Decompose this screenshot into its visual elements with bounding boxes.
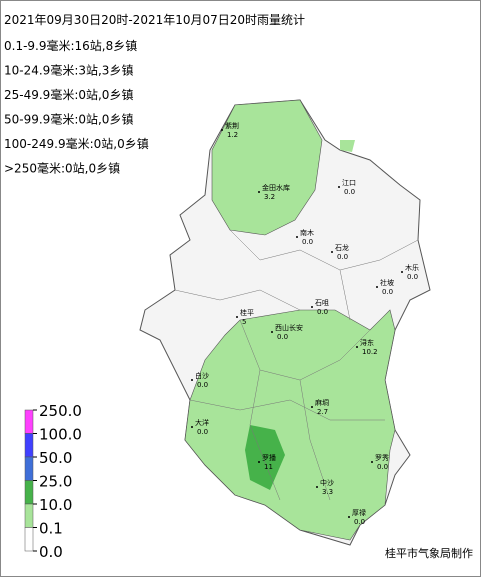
legend-label: 0.0 (39, 543, 63, 561)
station-value: 0.0 (337, 253, 348, 261)
legend-label: 100.0 (39, 426, 82, 444)
rain-area-south (184, 309, 396, 541)
station-value: 0.0 (377, 463, 388, 471)
station-name: 西山长安 (275, 323, 303, 332)
town-borders (174, 229, 419, 501)
station-name: 石龙 (335, 243, 349, 252)
credit: 桂平市气象局制作 (385, 546, 473, 560)
legend-swatch (24, 503, 34, 528)
legend-label: 250.0 (39, 402, 82, 420)
station-value: 0.0 (354, 518, 365, 526)
legend-swatch (24, 527, 34, 552)
legend-label: 0.1 (39, 520, 63, 538)
legend-label: 50.0 (39, 449, 72, 467)
station-name: 南木 (300, 228, 314, 237)
station-name: 中沙 (320, 478, 334, 487)
station-name: 社坡 (380, 278, 394, 287)
station-dot (236, 316, 238, 318)
color-legend: 250.0 100.0 50.0 25.0 10.0 0.1 0.0 (24, 402, 82, 561)
stats: 0.1-9.9毫米:16站,8乡镇 10-24.9毫米:3站,3乡镇 25-49.9… (4, 38, 149, 176)
station-value: 0.0 (344, 188, 355, 196)
station-name: 江口 (342, 179, 356, 187)
station-value: 0.0 (407, 273, 418, 281)
station-name: 罗播 (262, 453, 276, 462)
station-dot (331, 251, 333, 253)
station-dot (191, 379, 193, 381)
station-value: 11 (264, 463, 273, 471)
station-name: 紫荆 (225, 121, 239, 130)
station-value: 3.2 (264, 193, 275, 201)
station-name: 桂平 (240, 308, 254, 317)
station-value: 1.2 (227, 131, 238, 139)
stat-line: 100-249.9毫米:0站,0乡镇 (4, 136, 149, 151)
station-name: 木乐 (405, 263, 419, 272)
legend-swatch (24, 456, 34, 481)
stat-line: 50-99.9毫米:0站,0乡镇 (4, 112, 133, 127)
rain-area-heavy (245, 425, 285, 490)
station-dot (311, 406, 313, 408)
station-dot (356, 346, 358, 348)
station-dot (258, 461, 260, 463)
stat-line: 0.1-9.9毫米:16站,8乡镇 (4, 38, 137, 53)
legend-swatch (24, 433, 34, 458)
legend-label: 25.0 (39, 473, 72, 491)
station-value: 0.0 (302, 238, 313, 246)
station-dot (296, 236, 298, 238)
station-value: 5 (242, 318, 246, 326)
station-name: 石咀 (315, 299, 329, 307)
station-dot (258, 191, 260, 193)
station-name: 浔东 (360, 338, 374, 347)
station-dot (371, 461, 373, 463)
station-value: 0.0 (197, 428, 208, 436)
stat-line: >250毫米:0站,0乡镇 (4, 161, 120, 176)
legend-swatch (24, 409, 34, 434)
station-value: 0.0 (197, 381, 208, 389)
stat-line: 25-49.9毫米:0站,0乡镇 (4, 87, 133, 102)
stat-line: 10-24.9毫米:3站,3乡镇 (4, 63, 133, 78)
legend-label: 10.0 (39, 496, 72, 514)
station-name: 金田水库 (262, 183, 290, 192)
rain-area-north (211, 99, 323, 236)
station-value: 3.3 (322, 488, 333, 496)
station-value: 0.0 (317, 308, 328, 316)
station-dot (316, 486, 318, 488)
station-dot (311, 306, 313, 308)
rain-area-small (340, 140, 355, 152)
station-dot (191, 426, 193, 428)
station-dot (338, 186, 340, 188)
legend-swatch (24, 480, 34, 505)
station-name: 麻垌 (315, 398, 329, 407)
station-dot (401, 271, 403, 273)
station-name: 厚禄 (352, 508, 366, 517)
title: 2021年09月30日20时-2021年10月07日20时雨量统计 (4, 13, 305, 27)
station-dot (221, 129, 223, 131)
station-name: 大洋 (195, 418, 209, 427)
stations: 紫荆1.2金田水库3.2江口0.0南木0.0石龙0.0木乐0.0桂平5西山长安0… (191, 121, 419, 526)
station-name: 白沙 (195, 371, 209, 380)
station-dot (348, 516, 350, 518)
station-value: 2.7 (317, 408, 328, 416)
station-dot (376, 286, 378, 288)
station-value: 10.2 (362, 348, 378, 356)
station-dot (271, 331, 273, 333)
station-name: 罗秀 (375, 453, 389, 462)
station-value: 0.0 (382, 288, 393, 296)
station-value: 0.0 (277, 333, 288, 341)
